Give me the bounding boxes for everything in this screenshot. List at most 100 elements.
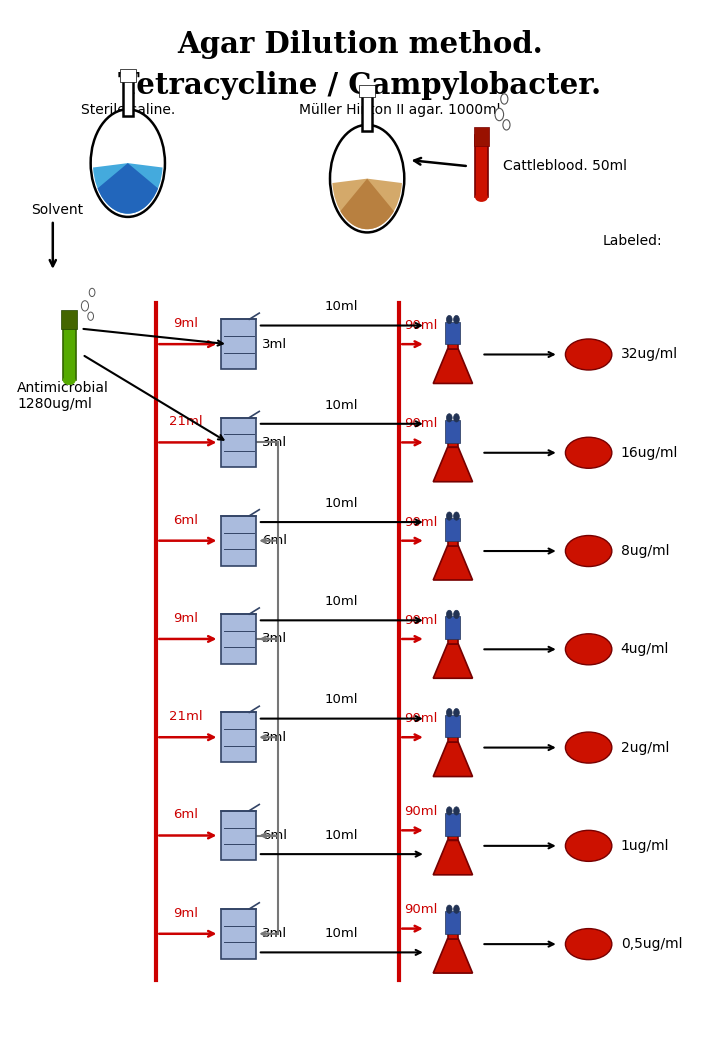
Bar xyxy=(61,310,77,329)
Ellipse shape xyxy=(565,339,612,370)
Text: 10ml: 10ml xyxy=(324,829,358,842)
Bar xyxy=(448,817,458,840)
Bar xyxy=(221,615,256,664)
Bar xyxy=(446,420,460,443)
Bar xyxy=(221,712,256,762)
Text: 9ml: 9ml xyxy=(173,317,198,330)
Text: 3ml: 3ml xyxy=(262,731,287,744)
Text: Müller Hinton II agar. 1000ml: Müller Hinton II agar. 1000ml xyxy=(299,103,500,118)
Ellipse shape xyxy=(565,437,612,468)
Text: 90ml: 90ml xyxy=(404,904,438,916)
Bar xyxy=(448,326,458,349)
Text: 3ml: 3ml xyxy=(262,632,287,646)
Circle shape xyxy=(91,109,165,217)
Text: Tetracycline / Campylobacter.: Tetracycline / Campylobacter. xyxy=(118,71,602,100)
Circle shape xyxy=(454,315,459,323)
Bar xyxy=(221,516,256,566)
Polygon shape xyxy=(433,644,472,678)
Bar xyxy=(63,318,76,381)
Text: Sterile saline.: Sterile saline. xyxy=(81,103,175,118)
Text: 3ml: 3ml xyxy=(262,436,287,449)
Circle shape xyxy=(81,301,89,311)
Text: 90ml: 90ml xyxy=(404,712,438,725)
Text: 90ml: 90ml xyxy=(404,805,438,818)
Ellipse shape xyxy=(565,633,612,665)
Text: 6ml: 6ml xyxy=(173,808,198,822)
Circle shape xyxy=(446,905,452,913)
Text: 6ml: 6ml xyxy=(262,829,287,842)
Bar xyxy=(448,915,458,939)
Polygon shape xyxy=(433,840,472,875)
Text: Cattleblood. 50ml: Cattleblood. 50ml xyxy=(503,159,627,174)
Circle shape xyxy=(454,610,459,619)
Bar xyxy=(446,321,460,344)
Bar xyxy=(120,70,136,82)
Text: 10ml: 10ml xyxy=(324,398,358,412)
Wedge shape xyxy=(333,179,402,229)
Circle shape xyxy=(454,905,459,913)
Circle shape xyxy=(446,315,452,323)
Circle shape xyxy=(503,120,510,130)
Circle shape xyxy=(495,108,503,121)
Circle shape xyxy=(446,414,452,422)
Ellipse shape xyxy=(565,929,612,960)
Text: 9ml: 9ml xyxy=(173,907,198,919)
Text: 3ml: 3ml xyxy=(262,338,287,350)
Wedge shape xyxy=(98,163,158,213)
Circle shape xyxy=(454,512,459,520)
Circle shape xyxy=(446,708,452,717)
Polygon shape xyxy=(433,546,472,580)
Bar xyxy=(359,84,375,97)
Text: 90ml: 90ml xyxy=(404,614,438,627)
Bar xyxy=(221,418,256,467)
Ellipse shape xyxy=(565,830,612,861)
Wedge shape xyxy=(341,179,394,229)
Ellipse shape xyxy=(565,732,612,763)
Text: 10ml: 10ml xyxy=(324,301,358,313)
Text: 10ml: 10ml xyxy=(324,595,358,608)
Bar xyxy=(221,909,256,959)
Bar xyxy=(448,621,458,644)
Text: Solvent: Solvent xyxy=(32,203,84,216)
Text: 90ml: 90ml xyxy=(404,319,438,332)
Bar xyxy=(446,617,460,640)
Text: 4ug/ml: 4ug/ml xyxy=(621,643,669,656)
Wedge shape xyxy=(93,163,163,213)
Text: 1ug/ml: 1ug/ml xyxy=(621,839,670,853)
Ellipse shape xyxy=(565,536,612,567)
Text: 6ml: 6ml xyxy=(173,514,198,526)
Bar xyxy=(474,127,490,146)
Text: Antimicrobial
1280ug/ml: Antimicrobial 1280ug/ml xyxy=(17,381,109,411)
Circle shape xyxy=(500,94,508,104)
Circle shape xyxy=(330,125,405,232)
Circle shape xyxy=(454,414,459,422)
Text: 32ug/ml: 32ug/ml xyxy=(621,347,678,362)
Circle shape xyxy=(88,312,94,320)
Text: 10ml: 10ml xyxy=(324,928,358,940)
Bar xyxy=(448,719,458,743)
Bar xyxy=(446,714,460,737)
Circle shape xyxy=(454,807,459,815)
Text: Labeled:: Labeled: xyxy=(603,234,662,248)
Ellipse shape xyxy=(475,192,488,202)
Polygon shape xyxy=(433,743,472,777)
Text: 10ml: 10ml xyxy=(324,497,358,510)
Bar xyxy=(448,522,458,546)
Circle shape xyxy=(446,807,452,815)
Text: 21ml: 21ml xyxy=(168,710,202,723)
Bar xyxy=(446,518,460,541)
Text: 8ug/ml: 8ug/ml xyxy=(621,544,670,558)
Text: 90ml: 90ml xyxy=(404,417,438,431)
Text: 90ml: 90ml xyxy=(404,516,438,528)
Polygon shape xyxy=(433,447,472,482)
Bar xyxy=(446,813,460,836)
Bar xyxy=(221,319,256,369)
Text: 16ug/ml: 16ug/ml xyxy=(621,446,678,460)
Text: 10ml: 10ml xyxy=(324,694,358,706)
Text: 3ml: 3ml xyxy=(262,928,287,940)
Bar xyxy=(448,424,458,447)
Circle shape xyxy=(446,610,452,619)
Circle shape xyxy=(89,288,95,296)
Bar xyxy=(362,90,372,131)
Bar xyxy=(475,135,488,198)
